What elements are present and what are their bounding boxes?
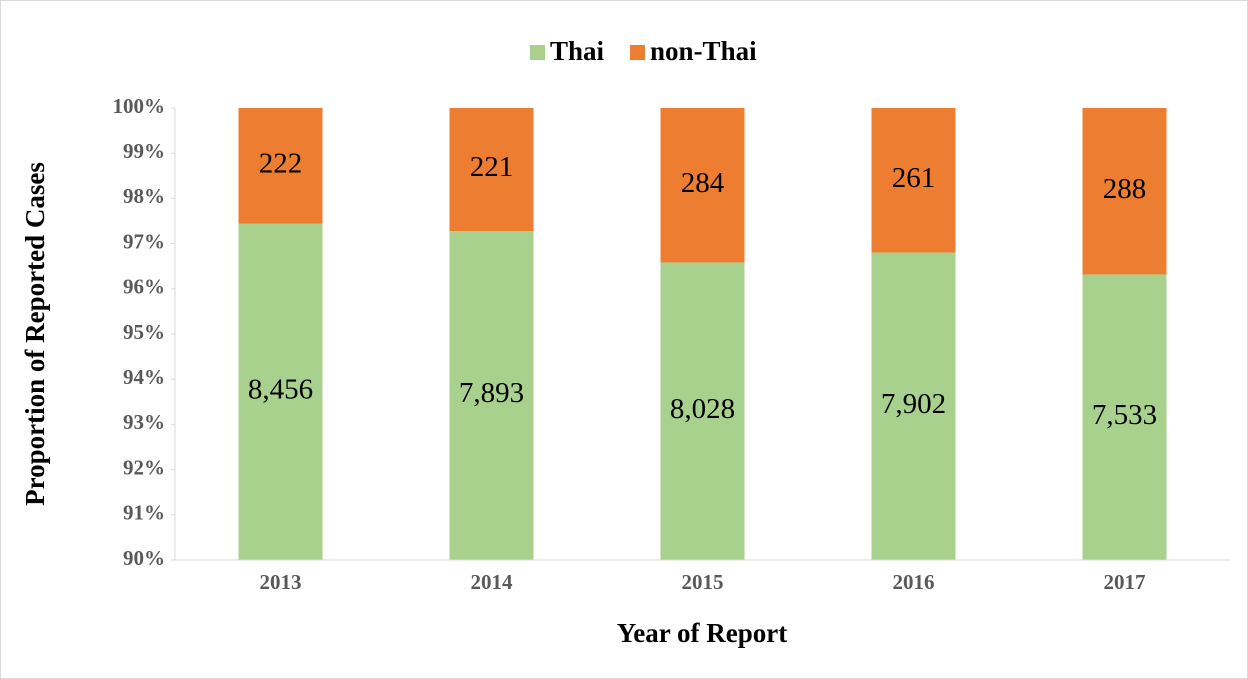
- y-tick-label: 93%: [123, 410, 165, 434]
- legend-swatch: [630, 45, 646, 60]
- data-label: 7,893: [459, 377, 524, 409]
- x-tick-label: 2013: [260, 570, 302, 594]
- y-tick-label: 92%: [123, 455, 165, 479]
- data-label: 288: [1103, 173, 1147, 205]
- bar-segment: [871, 108, 956, 253]
- legend-label: non-Thai: [650, 36, 757, 66]
- y-tick-label: 96%: [123, 275, 165, 299]
- legend-label: Thai: [550, 36, 605, 66]
- bar-segment: [1082, 274, 1167, 560]
- y-tick-label: 91%: [123, 501, 165, 525]
- data-label: 7,533: [1092, 399, 1157, 431]
- legend-swatch: [530, 45, 545, 60]
- data-label: 8,028: [670, 393, 735, 425]
- y-axis-title: Proportion of Reported Cases: [20, 162, 50, 506]
- bar-segment: [660, 108, 745, 263]
- data-label: 222: [259, 147, 303, 179]
- y-tick-label: 99%: [123, 139, 165, 163]
- data-label: 7,902: [881, 388, 946, 420]
- bar-segment: [1082, 108, 1167, 275]
- bar-segment: [871, 252, 956, 561]
- y-tick-label: 95%: [123, 320, 165, 344]
- y-tick-label: 98%: [123, 184, 165, 208]
- bar-segment: [449, 108, 534, 232]
- bar-segment: [660, 262, 745, 560]
- data-label: 284: [681, 167, 725, 199]
- data-label: 8,456: [248, 373, 313, 405]
- y-tick-label: 100%: [113, 94, 166, 118]
- data-label: 261: [892, 162, 936, 194]
- y-tick-label: 97%: [123, 229, 165, 253]
- x-tick-label: 2016: [893, 570, 935, 594]
- x-axis-title: Year of Report: [617, 618, 787, 648]
- x-tick-label: 2017: [1104, 570, 1146, 594]
- y-tick-label: 90%: [123, 546, 165, 570]
- data-label: 221: [470, 151, 514, 183]
- x-tick-label: 2015: [682, 570, 724, 594]
- x-tick-label: 2014: [471, 570, 514, 594]
- bar-segment: [238, 108, 323, 224]
- bar-segment: [449, 231, 534, 561]
- bar-segment: [238, 223, 323, 561]
- y-tick-label: 94%: [123, 365, 165, 389]
